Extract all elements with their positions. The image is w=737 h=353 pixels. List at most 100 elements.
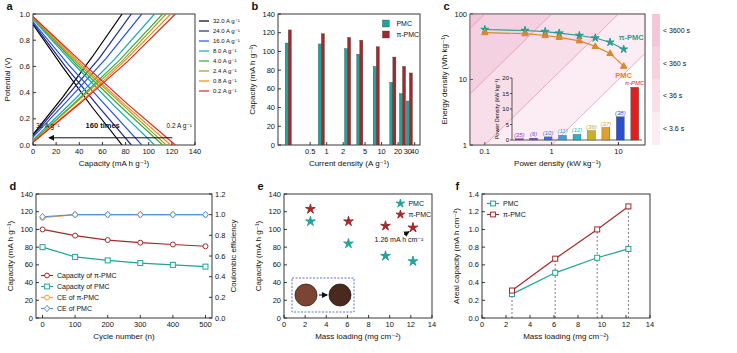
plot-area: [33, 14, 175, 145]
data-point: [73, 233, 78, 238]
y-tick: [278, 32, 281, 33]
x-tick: [102, 142, 103, 145]
x-tick-label: 400: [167, 320, 180, 329]
x-tick-label: 140: [189, 147, 202, 156]
y2-tick-label: 1.2: [215, 190, 225, 199]
bar: [530, 138, 538, 140]
legend-label: 32.0 A g⁻¹: [213, 18, 240, 24]
bar: [393, 57, 396, 145]
x-tick: [343, 142, 344, 145]
y-tick: [482, 194, 485, 195]
plot-frame: [36, 194, 212, 318]
y-tick-label: 120: [268, 207, 281, 216]
data-point: [607, 50, 614, 56]
x-tick: [506, 315, 507, 318]
data-point: [170, 242, 175, 247]
legend-line: [199, 40, 209, 41]
y-tick-label: 0.0: [20, 141, 30, 150]
y-tick-label: 40: [273, 278, 281, 287]
x-tick: [389, 315, 390, 318]
y-tick-label: 0.4: [20, 88, 30, 97]
time-band-label: < 3600 s: [663, 27, 691, 34]
y-axis-label: Areal capacity (mA h cm⁻²): [452, 208, 461, 304]
x-tick-label: 10: [614, 147, 622, 156]
data-point: [306, 204, 316, 213]
series-label: π-PMC: [619, 33, 644, 42]
x-tick-label: 0.5: [305, 147, 315, 156]
series-line: [43, 229, 206, 246]
series-line: [43, 247, 206, 266]
data-point: [170, 211, 176, 218]
y-tick: [33, 145, 36, 146]
y-tick-label: 100: [454, 10, 467, 19]
y2-tick: [209, 256, 212, 257]
legend-label: π-PMC: [408, 211, 431, 218]
x-tick-label: 60: [98, 147, 106, 156]
y-tick-label: 1.4: [469, 190, 479, 199]
data-point: [408, 223, 418, 232]
legend-label: CE of PMC: [57, 305, 92, 312]
y-tick-label: 140: [268, 190, 281, 199]
data-point: [620, 45, 628, 53]
bar: [321, 34, 324, 145]
y-tick: [284, 300, 287, 301]
data-point: [170, 212, 175, 217]
x-tick: [578, 315, 579, 318]
x-tick-label: 8: [576, 320, 580, 329]
legend-marker: [396, 210, 405, 218]
bar: [399, 94, 402, 145]
annotation: 0.2 A g⁻¹: [167, 122, 193, 130]
data-point: [591, 34, 599, 42]
guide-line: [597, 229, 598, 318]
y-tick-label: 0: [277, 314, 281, 323]
y-tick: [510, 124, 512, 125]
x-axis-label: Mass loading (mg cm⁻²): [315, 332, 401, 341]
data-point: [40, 227, 45, 232]
photo-frame: [292, 278, 354, 312]
annotations: 160 times32 A g⁻¹0.2 A g⁻¹: [36, 121, 193, 138]
bar: [288, 30, 291, 145]
x-tick: [365, 142, 366, 145]
y-axis-label: Capacity (mA h g⁻¹): [248, 44, 257, 115]
panel-label: e: [257, 180, 263, 192]
y-tick: [33, 118, 36, 119]
time-band-label: < 3.6 s: [663, 125, 685, 132]
bar: [631, 87, 639, 140]
panel-label: b: [251, 0, 258, 12]
legend-line: [199, 60, 209, 61]
y-tick: [510, 109, 512, 110]
x-tick-label: 2: [504, 320, 508, 329]
series-line: [33, 14, 171, 145]
x-tick: [326, 315, 327, 318]
y-tick-label: 20: [502, 75, 509, 81]
x-tick-label: 14: [428, 320, 436, 329]
y-tick-label: 1.0: [20, 10, 30, 19]
plot-frame: [482, 194, 650, 318]
legend-line: [199, 30, 209, 31]
x-tick-label: 120: [166, 147, 179, 156]
x-tick: [650, 315, 651, 318]
plot-area: [510, 204, 631, 318]
bar: [559, 135, 567, 140]
x-tick: [398, 142, 399, 145]
x-tick: [347, 315, 348, 318]
x-tick: [305, 315, 306, 318]
data-point: [595, 255, 600, 260]
x-tick-label: 40: [411, 147, 419, 156]
y-tick: [36, 194, 39, 195]
bar-label: π-PMC: [625, 80, 645, 86]
x-tick-label: 100: [69, 320, 82, 329]
y-tick: [36, 300, 39, 301]
legend: PMCπ-PMC: [396, 199, 431, 218]
x-axis-label: Cycle number (n): [93, 332, 155, 341]
plot-area: [40, 211, 208, 269]
bar: [348, 37, 351, 145]
figure: 0204060801001201400.00.20.40.60.81.0Capa…: [0, 0, 737, 353]
legend-label: π-PMC: [503, 211, 526, 218]
legend: Capacity of π-PMCCapacity of PMCCE of π-…: [41, 272, 117, 312]
y-tick: [510, 93, 512, 94]
y-tick: [278, 145, 281, 146]
axes: 01002003004005000204060801001201400.00.2…: [6, 180, 237, 341]
y-tick: [482, 247, 485, 248]
y-tick-label: 0.6: [20, 62, 30, 71]
